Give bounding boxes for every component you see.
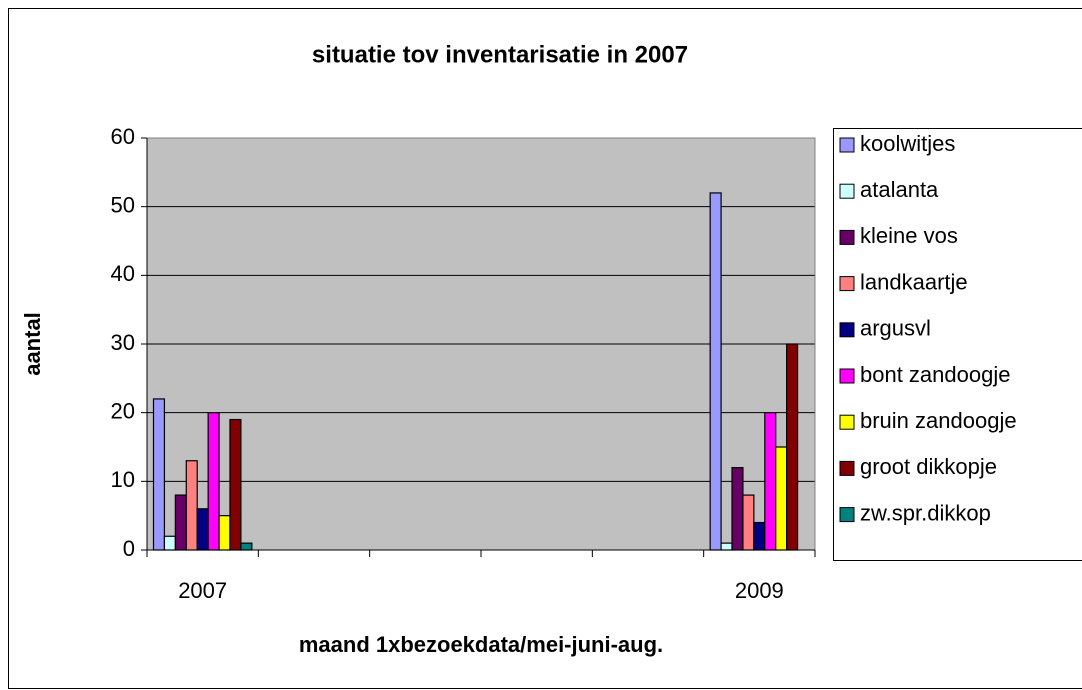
bar: [775, 446, 788, 551]
x-axis-label: maand 1xbezoekdata/mei-juni-aug.: [299, 632, 663, 657]
bar: [731, 467, 744, 551]
y-tick-label: 10: [111, 467, 135, 492]
legend-box: [833, 128, 1082, 561]
bar: [218, 515, 231, 551]
bar: [786, 343, 799, 551]
legend-swatch: [839, 460, 855, 476]
y-tick-label: 50: [111, 192, 135, 217]
bar: [240, 542, 253, 551]
bar: [709, 192, 722, 551]
bar: [174, 494, 187, 551]
x-tick-label: 2007: [178, 578, 227, 603]
bar: [229, 418, 242, 551]
bar: [163, 535, 176, 551]
legend-swatch: [839, 183, 855, 199]
legend-swatch: [839, 276, 855, 292]
legend-swatch: [839, 414, 855, 430]
bar: [742, 494, 755, 551]
bar: [753, 521, 766, 551]
y-tick-label: 20: [111, 398, 135, 423]
bar: [764, 412, 777, 551]
legend-swatch: [839, 322, 855, 338]
legend-swatch: [839, 368, 855, 384]
legend-swatch: [839, 229, 855, 245]
chart-title: situatie tov inventarisatie in 2007: [312, 41, 688, 68]
y-axis-label: aantal: [20, 312, 45, 376]
legend-label: bont zandoogje: [860, 362, 1010, 387]
y-tick-label: 60: [111, 124, 135, 149]
legend-label: atalanta: [860, 177, 939, 202]
y-tick-label: 40: [111, 261, 135, 286]
bar: [185, 460, 198, 551]
x-tick-label: 2009: [735, 578, 784, 603]
y-tick-label: 0: [123, 536, 135, 561]
legend-swatch: [839, 137, 855, 153]
legend-label: kleine vos: [860, 223, 958, 248]
y-tick-label: 30: [111, 330, 135, 355]
bar: [720, 542, 733, 551]
legend-label: argusvl: [860, 316, 931, 341]
bar: [207, 412, 220, 551]
legend-label: zw.spr.dikkop: [860, 500, 991, 525]
legend-label: koolwitjes: [860, 131, 955, 156]
bar: [196, 508, 209, 551]
legend-label: groot dikkopje: [860, 454, 997, 479]
legend-label: landkaartje: [860, 269, 968, 294]
legend-label: bruin zandoogje: [860, 408, 1017, 433]
legend-swatch: [839, 507, 855, 523]
bar: [152, 398, 166, 551]
